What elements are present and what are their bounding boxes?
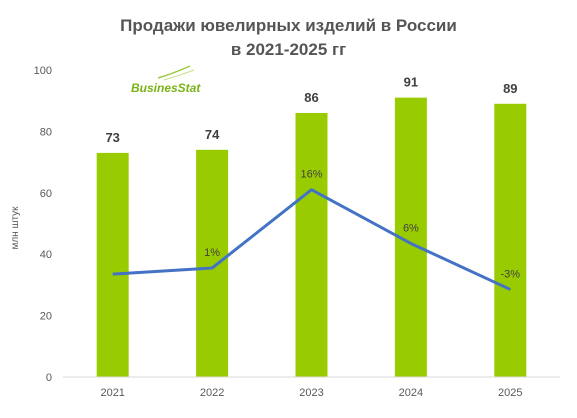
logo-swoosh-icon-2 [163,69,195,81]
growth-label: 6% [403,222,419,234]
y-tick-label: 100 [34,65,52,77]
chart-title-line-2: в 2021-2025 гг [230,40,347,59]
logo-swoosh-icon [157,65,191,79]
bar-value-label: 86 [304,90,318,105]
bar [196,149,229,377]
growth-label: -3% [501,269,521,281]
y-tick-label: 80 [40,126,52,138]
growth-label: 16% [300,169,322,181]
businesstat-logo: BusinesStat [131,65,201,95]
y-tick-label: 60 [40,188,52,200]
x-tick-label: 2025 [498,387,522,399]
x-tick-label: 2024 [399,387,423,399]
bar-value-label: 91 [404,75,418,90]
bar-value-label: 73 [105,130,119,145]
logo-text: BusinesStat [131,81,201,95]
y-tick-label: 40 [40,249,52,261]
bar [494,103,527,378]
y-tick-label: 20 [40,311,52,323]
bar-value-label: 89 [503,81,517,96]
x-tick-label: 2023 [299,387,323,399]
bar-value-label: 74 [205,127,220,142]
x-tick-label: 2021 [100,387,124,399]
bar [295,112,328,377]
chart-title: Продажи ювелирных изделий в России в 202… [0,14,577,62]
x-tick-label: 2022 [200,387,224,399]
growth-label: 1% [204,247,220,259]
chart-title-line-1: Продажи ювелирных изделий в России [120,16,457,35]
bar [96,152,129,377]
y-tick-label: 0 [46,372,52,384]
y-axis-label: млн штук [10,206,21,250]
